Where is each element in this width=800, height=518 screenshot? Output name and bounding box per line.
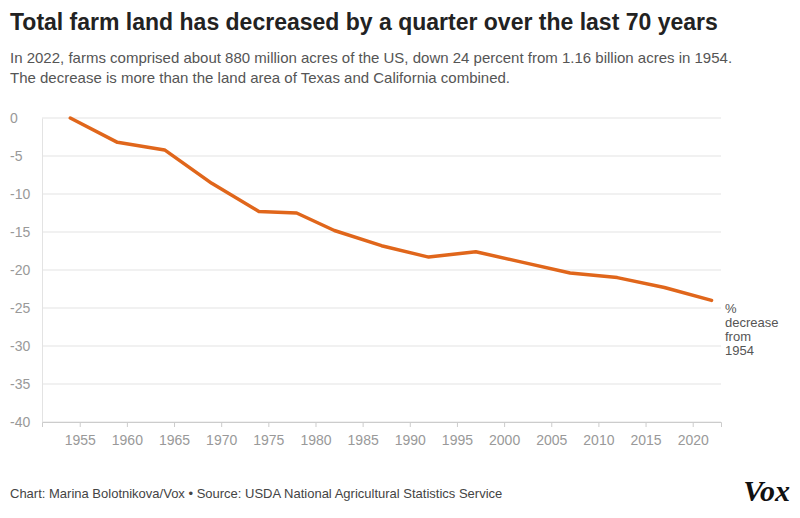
grid-line xyxy=(42,270,721,271)
grid-line xyxy=(42,384,721,385)
x-tick: 2000 xyxy=(489,422,520,448)
y-axis-line xyxy=(42,119,43,423)
y-tick-label: -10 xyxy=(10,186,30,202)
x-tick: 2020 xyxy=(678,422,709,448)
x-tick-label: 1955 xyxy=(65,432,96,448)
x-axis: 1955 1960 1965 1970 1975 1980 1985 1990 1995 2000… xyxy=(43,422,722,448)
x-tick-mark xyxy=(363,422,364,427)
x-tick-label: 1995 xyxy=(442,432,473,448)
x-tick-label: 1985 xyxy=(348,432,379,448)
subtitle: In 2022, farms comprised about 880 milli… xyxy=(10,49,732,66)
grid-line xyxy=(42,118,721,119)
data-line xyxy=(70,118,711,300)
x-tick: 1955 xyxy=(65,422,96,448)
grid-line xyxy=(42,232,721,233)
logo: Vox xyxy=(743,474,790,507)
x-tick: 1995 xyxy=(442,422,473,448)
x-tick-label: 2000 xyxy=(489,432,520,448)
x-tick-mark xyxy=(598,422,599,427)
annotation-line: decrease xyxy=(725,315,778,330)
x-tick-label: 1970 xyxy=(206,432,237,448)
x-tick-mark xyxy=(174,422,175,427)
y-tick: 0 xyxy=(10,110,42,126)
x-tick: 1975 xyxy=(253,422,284,448)
x-tick-label: 2015 xyxy=(630,432,661,448)
y-tick: -20 xyxy=(10,262,42,278)
y-tick: -40 xyxy=(10,414,42,430)
x-tick-label: 2005 xyxy=(536,432,567,448)
x-tick-mark xyxy=(315,422,316,427)
x-tick-mark xyxy=(693,422,694,427)
x-tick-mark xyxy=(551,422,552,427)
x-tick-mark xyxy=(127,422,128,427)
y-tick: -10 xyxy=(10,186,42,202)
y-tick: -15 xyxy=(10,224,42,240)
y-tick-label: -15 xyxy=(10,224,30,240)
annotation-line: % xyxy=(725,301,737,316)
x-tick-mark xyxy=(80,422,81,427)
x-tick-label: 2020 xyxy=(678,432,709,448)
x-tick: 1980 xyxy=(300,422,331,448)
annotation-line: from xyxy=(725,329,751,344)
x-tick-label: 2010 xyxy=(583,432,614,448)
x-tick: 1970 xyxy=(206,422,237,448)
y-tick: -35 xyxy=(10,376,42,392)
x-tick-label: 1990 xyxy=(395,432,426,448)
plot-area xyxy=(70,118,711,300)
x-tick-mark xyxy=(221,422,222,427)
x-tick: 2005 xyxy=(536,422,567,448)
y-tick: -25 xyxy=(10,300,42,316)
x-tick-label: 1960 xyxy=(112,432,143,448)
x-tick-label: 1975 xyxy=(253,432,284,448)
y-tick-label: -35 xyxy=(10,376,30,392)
x-tick: 1985 xyxy=(348,422,379,448)
grid-line xyxy=(42,156,721,157)
x-tick: 2015 xyxy=(630,422,661,448)
y-tick-label: -20 xyxy=(10,262,30,278)
grid-line xyxy=(42,194,721,195)
x-tick: 1965 xyxy=(159,422,190,448)
x-tick-label: 1980 xyxy=(300,432,331,448)
end-annotation: %decreasefrom1954 xyxy=(725,301,778,358)
x-tick-mark xyxy=(457,422,458,427)
x-tick: 1990 xyxy=(395,422,426,448)
grid-line xyxy=(42,308,721,309)
x-axis-line xyxy=(43,423,722,428)
grid-line xyxy=(42,346,721,347)
x-tick-mark xyxy=(410,422,411,427)
y-tick-label: -40 xyxy=(10,414,30,430)
chart: Total farm land has decreased by a quart… xyxy=(0,0,800,518)
y-axis: 0 -5 -10 -15 -20 -25 -30 -35 -40 xyxy=(10,110,43,430)
x-tick: 2010 xyxy=(583,422,614,448)
subtitle: The decrease is more than the land area … xyxy=(10,69,510,86)
y-tick-label: -25 xyxy=(10,300,30,316)
y-tick-label: -30 xyxy=(10,338,30,354)
x-tick: 1960 xyxy=(112,422,143,448)
x-tick-mark xyxy=(646,422,647,427)
x-tick-mark xyxy=(504,422,505,427)
y-tick-label: -5 xyxy=(10,148,23,164)
x-tick-label: 1965 xyxy=(159,432,190,448)
credit: Chart: Marina Bolotnikova/Vox • Source: … xyxy=(10,486,502,501)
y-tick: -5 xyxy=(10,148,42,164)
annotation-line: 1954 xyxy=(725,343,754,358)
y-tick-label: 0 xyxy=(10,110,18,126)
title: Total farm land has decreased by a quart… xyxy=(10,9,718,35)
x-tick-mark xyxy=(268,422,269,427)
y-tick: -30 xyxy=(10,338,42,354)
grid xyxy=(42,118,721,422)
